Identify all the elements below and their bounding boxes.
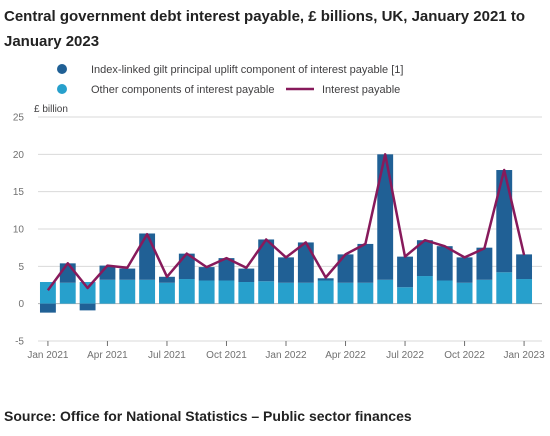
bar-other — [456, 282, 473, 304]
x-tick-label: Jul 2021 — [148, 350, 186, 361]
x-tick-label: Oct 2021 — [206, 350, 247, 361]
legend-label-interest: Interest payable — [322, 84, 400, 96]
bar-other — [159, 282, 175, 304]
bar-index-linked — [416, 240, 433, 277]
bar-index-linked — [278, 257, 294, 283]
bar-index-linked — [357, 243, 374, 283]
bar-other — [416, 276, 433, 304]
bar-index-linked — [516, 254, 533, 280]
x-tick-label: Jan 2022 — [265, 350, 307, 361]
grid — [38, 116, 542, 342]
y-tick-label: 25 — [13, 113, 25, 124]
y-tick-label: -5 — [15, 337, 24, 348]
x-tick-label: Oct 2022 — [444, 350, 485, 361]
y-tick-label: 0 — [18, 299, 24, 310]
bar-other — [337, 282, 354, 304]
bar-other — [59, 282, 76, 304]
bar-other — [377, 279, 394, 304]
x-tick-label: Jul 2022 — [386, 350, 424, 361]
legend-swatch-other — [57, 84, 67, 94]
bar-index-linked — [79, 303, 96, 311]
legend-label-other: Other components of interest payable — [91, 84, 274, 96]
legend: Index-linked gilt principal uplift compo… — [57, 64, 403, 96]
x-tick-label: Jan 2023 — [504, 350, 546, 361]
bar-other — [119, 279, 136, 304]
bar-index-linked — [238, 268, 255, 283]
bar-index-linked — [139, 233, 156, 280]
interest-payable-line — [46, 153, 526, 291]
bar-other — [139, 279, 156, 304]
legend-swatch-index-linked — [57, 64, 67, 74]
x-tick-label: Jan 2021 — [27, 350, 69, 361]
x-tick-label: Apr 2021 — [87, 350, 128, 361]
y-unit-label: £ billion — [34, 104, 68, 115]
bar-index-linked — [337, 254, 354, 283]
x-tick-label: Apr 2022 — [325, 350, 366, 361]
bar-index-linked — [297, 242, 314, 283]
bar-other — [99, 279, 116, 304]
bar-other — [496, 272, 513, 304]
bar-other — [198, 280, 215, 304]
bar-other — [317, 280, 334, 304]
bar-index-linked — [436, 246, 453, 281]
bar-other — [258, 281, 275, 304]
y-tick-label: 5 — [18, 262, 24, 273]
bars — [39, 154, 533, 313]
bar-other — [476, 279, 493, 304]
bar-index-linked — [39, 303, 56, 313]
y-axis: -5 0 5 10 15 20 25 — [13, 113, 25, 348]
interest-line — [46, 153, 526, 291]
source-note: Source: Office for National Statistics –… — [4, 408, 412, 424]
bar-other — [79, 282, 96, 304]
bar-other — [238, 282, 255, 304]
y-tick-label: 10 — [13, 225, 25, 236]
bar-other — [278, 282, 294, 304]
bar-other — [218, 280, 235, 304]
bar-index-linked — [456, 257, 473, 283]
bar-index-linked — [317, 278, 334, 281]
x-axis: Jan 2021 Apr 2021 Jul 2021 Oct 2021 Jan 2022… — [27, 341, 545, 361]
bar-index-linked — [218, 258, 235, 281]
bar-other — [357, 282, 374, 304]
bar-other — [397, 287, 413, 304]
bar-other — [516, 279, 533, 304]
bar-other — [436, 280, 453, 304]
bar-index-linked — [159, 276, 175, 283]
bar-other — [39, 282, 56, 304]
y-tick-label: 20 — [13, 150, 25, 161]
bar-index-linked — [476, 247, 493, 280]
bar-index-linked — [397, 256, 413, 288]
bar-index-linked — [119, 268, 136, 280]
bar-index-linked — [198, 267, 215, 281]
bar-index-linked — [377, 154, 394, 280]
bar-index-linked — [496, 170, 513, 273]
chart-title: Central government debt interest payable… — [4, 8, 525, 50]
y-tick-label: 15 — [13, 187, 25, 198]
legend-label-index-linked: Index-linked gilt principal uplift compo… — [91, 64, 403, 76]
bar-other — [297, 282, 314, 304]
bar-other — [178, 279, 195, 304]
bar-index-linked — [258, 239, 275, 282]
bar-index-linked — [59, 263, 76, 283]
